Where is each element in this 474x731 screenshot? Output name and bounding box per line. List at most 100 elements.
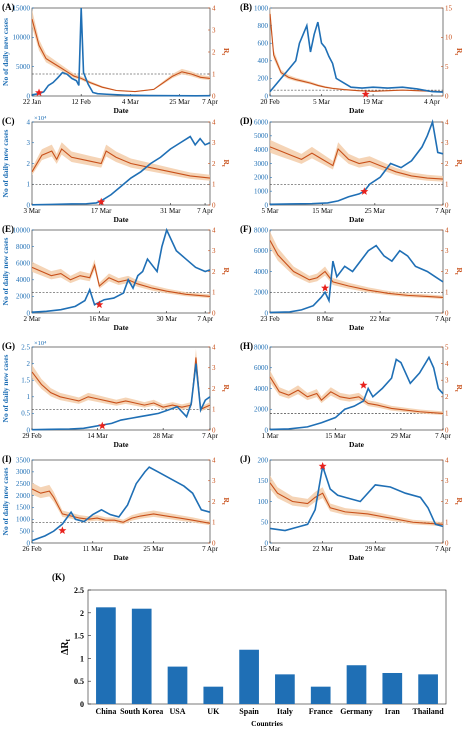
right-tick-label: 3 <box>445 377 449 385</box>
left-axis-title: No of daily new cases <box>1 467 10 535</box>
right-axis-title: Rt <box>220 498 231 505</box>
right-tick-label: 3 <box>212 26 216 34</box>
left-tick-label: 0 <box>27 309 31 317</box>
left-tick-label: 2000 <box>254 174 269 182</box>
bar-uk <box>203 686 224 704</box>
bar-italy <box>275 674 295 704</box>
panel-label: (E) <box>2 224 14 234</box>
star-marker <box>318 462 327 470</box>
left-tick-label: 400 <box>258 57 269 65</box>
star-marker <box>98 421 107 430</box>
x-tick-label: 20 Feb <box>260 98 280 106</box>
y-tick-label: 1.5 <box>74 632 84 641</box>
rt-confidence-band <box>270 231 443 299</box>
panel-g: (G) 0 0.5 1 1.5 2 2.5 ×10⁴ 0 1 2 3 4 29 Feb 14 Mar 28 M… <box>1 340 231 449</box>
cases-series-line <box>269 118 444 206</box>
left-tick-label: 6000 <box>254 364 269 372</box>
left-tick-label: 2000 <box>16 492 31 500</box>
x-axis-title: Date <box>349 323 365 332</box>
x-tick-label: 30 Mar <box>156 315 177 323</box>
left-tick-label: 3500 <box>16 456 31 464</box>
panel-i: (I) 0 500 1000 1500 2000 2500 3000 3500 0 1 2 3 4 26 F… <box>1 454 231 562</box>
bar-south-korea <box>131 608 152 704</box>
right-tick-label: 15 <box>445 4 453 12</box>
panel-e: (E) 0 2000 4000 6000 8000 10000 0 1 2 3 4 2 Mar 16 Ma… <box>1 224 231 332</box>
rt-series-line <box>31 263 211 297</box>
right-tick-label: 1 <box>212 70 216 78</box>
left-tick-label: 0 <box>265 539 269 547</box>
left-tick-label: 5000 <box>254 132 269 140</box>
cases-series-line <box>269 465 444 532</box>
right-tick-label: 0 <box>445 539 449 547</box>
left-tick-label: 3000 <box>16 468 31 476</box>
x-tick-label: 5 Mar <box>313 98 331 106</box>
left-axis-exponent: ×10⁴ <box>34 340 47 347</box>
rt-series-line <box>269 13 444 93</box>
x-axis-title: Date <box>349 553 365 562</box>
cases-series-line <box>31 466 211 542</box>
x-tick-label: 7 Apr <box>202 98 218 106</box>
right-tick-label: 1 <box>445 289 449 297</box>
right-axis-title: Rt <box>453 498 464 505</box>
right-tick-label: 1 <box>445 410 449 418</box>
rt-series-line <box>31 148 211 179</box>
right-tick-label: 0 <box>212 92 216 100</box>
right-tick-label: 4 <box>445 226 449 234</box>
star-marker <box>321 283 330 292</box>
panel-label: (C) <box>2 116 15 126</box>
x-tick-label: 17 Mar <box>91 207 112 215</box>
cases-series-line <box>31 227 211 313</box>
rt-series-line <box>269 146 444 180</box>
x-tick-label: 16 Mar <box>89 315 110 323</box>
panel-label: (K) <box>52 572 65 582</box>
x-tick-label: 7 Apr <box>202 432 218 440</box>
x-tick-label: 25 Mar <box>365 207 386 215</box>
right-tick-label: 0 <box>212 426 216 434</box>
left-tick-label: 1 <box>27 393 31 401</box>
plot-frame <box>31 459 211 544</box>
x-tick-label: 7 Apr <box>435 432 451 440</box>
left-axis-title: No of daily new cases <box>1 354 10 422</box>
right-tick-label: 2 <box>212 268 216 276</box>
right-tick-label: 4 <box>212 456 216 464</box>
right-tick-label: 4 <box>445 118 449 126</box>
left-tick-label: 2500 <box>16 480 31 488</box>
left-tick-label: 150 <box>258 477 269 485</box>
bar-china <box>96 607 116 704</box>
right-tick-label: 2 <box>445 268 449 276</box>
left-tick-label: 0 <box>265 92 269 100</box>
left-tick-label: 100 <box>258 498 269 506</box>
right-tick-label: 0 <box>212 201 216 209</box>
left-tick-label: 800 <box>258 22 269 30</box>
left-tick-label: 0 <box>27 426 31 434</box>
x-tick-label: 12 Feb <box>72 98 92 106</box>
x-tick-label: 22 Mar <box>370 315 391 323</box>
right-tick-label: 3 <box>212 247 216 255</box>
x-axis-title: Date <box>114 215 130 224</box>
left-tick-label: 4 <box>27 118 31 126</box>
left-tick-label: 1000 <box>16 516 31 524</box>
category-label: USA <box>169 707 185 716</box>
left-tick-label: 2 <box>27 160 31 168</box>
cases-series-line <box>269 355 444 431</box>
panel-label: (G) <box>2 341 15 351</box>
y-tick-label: 0.5 <box>74 677 84 686</box>
right-tick-label: 2 <box>212 160 216 168</box>
rt-confidence-band <box>32 482 210 526</box>
left-tick-label: 1.5 <box>21 377 30 385</box>
panel-label: (I) <box>2 454 12 464</box>
left-axis-title: No of daily new cases <box>1 129 10 197</box>
y-tick-label: 2 <box>80 609 84 618</box>
bar-usa <box>167 666 188 704</box>
plot-frame <box>31 7 211 97</box>
right-tick-label: 4 <box>445 360 449 368</box>
y-tick-label: 1 <box>80 654 84 663</box>
right-tick-label: 3 <box>445 247 449 255</box>
left-tick-label: 0 <box>27 539 31 547</box>
left-tick-label: 1500 <box>16 504 31 512</box>
x-tick-label: 14 Mar <box>87 432 108 440</box>
right-tick-label: 5 <box>445 343 449 351</box>
left-tick-label: 8000 <box>254 343 269 351</box>
x-tick-label: 7 Apr <box>435 545 451 553</box>
